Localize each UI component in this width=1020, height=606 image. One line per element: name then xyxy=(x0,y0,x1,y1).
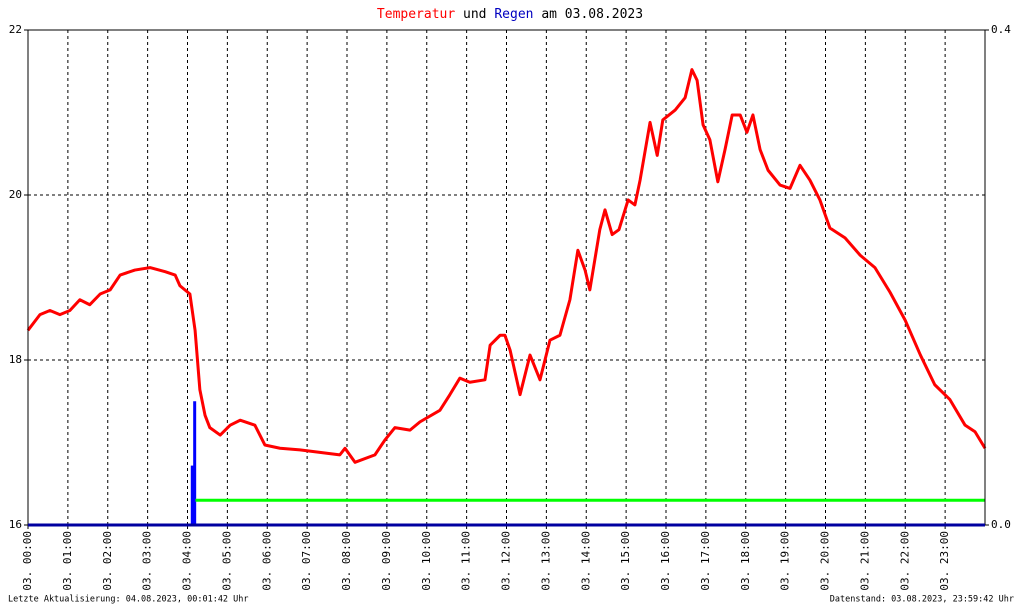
y2-tick-label: 0.0 xyxy=(991,518,1011,531)
y2-tick-label: 0.4 xyxy=(991,23,1011,36)
x-tick-label: 03. 00:00 xyxy=(21,531,34,591)
series-line xyxy=(26,68,987,464)
title-part: Regen xyxy=(494,7,533,22)
x-tick-label: 03. 10:00 xyxy=(420,531,433,591)
chart-title: Temperatur und Regen am 03.08.2023 xyxy=(377,7,643,22)
x-tick-label: 03. 14:00 xyxy=(579,531,592,591)
x-tick-label: 03. 09:00 xyxy=(380,531,393,591)
footer-left: Letzte Aktualisierung: 04.08.2023, 00:01… xyxy=(8,595,249,605)
x-tick-label: 03. 16:00 xyxy=(659,531,672,591)
x-tick-label: 03. 02:00 xyxy=(101,531,114,591)
title-part: Temperatur xyxy=(377,7,455,22)
y-tick-label: 22 xyxy=(9,23,22,36)
x-tick-label: 03. 23:00 xyxy=(938,531,951,591)
x-tick-label: 03. 03:00 xyxy=(141,531,154,591)
x-tick-label: 03. 01:00 xyxy=(61,531,74,591)
y-tick-label: 18 xyxy=(9,353,22,366)
footer-right: Datenstand: 03.08.2023, 23:59:42 Uhr xyxy=(830,595,1014,605)
y-tick-label: 16 xyxy=(9,518,22,531)
x-tick-label: 03. 22:00 xyxy=(898,531,911,591)
x-tick-label: 03. 15:00 xyxy=(619,531,632,591)
x-tick-label: 03. 04:00 xyxy=(181,531,194,591)
x-tick-label: 03. 12:00 xyxy=(500,531,513,591)
rain-bar xyxy=(193,401,197,525)
rain-bar xyxy=(190,465,194,525)
x-tick-label: 03. 05:00 xyxy=(220,531,233,591)
x-tick-label: 03. 08:00 xyxy=(340,531,353,591)
x-tick-label: 03. 06:00 xyxy=(260,531,273,591)
x-tick-label: 03. 13:00 xyxy=(539,531,552,591)
x-tick-label: 03. 17:00 xyxy=(699,531,712,591)
x-tick-label: 03. 19:00 xyxy=(779,531,792,591)
x-tick-label: 03. 21:00 xyxy=(858,531,871,591)
x-tick-label: 03. 18:00 xyxy=(739,531,752,591)
title-part: und xyxy=(463,7,486,22)
x-tick-label: 03. 20:00 xyxy=(819,531,832,591)
x-tick-label: 03. 11:00 xyxy=(460,531,473,591)
title-part: am 03.08.2023 xyxy=(541,7,643,22)
x-tick-label: 03. 07:00 xyxy=(300,531,313,591)
y-tick-label: 20 xyxy=(9,188,22,201)
